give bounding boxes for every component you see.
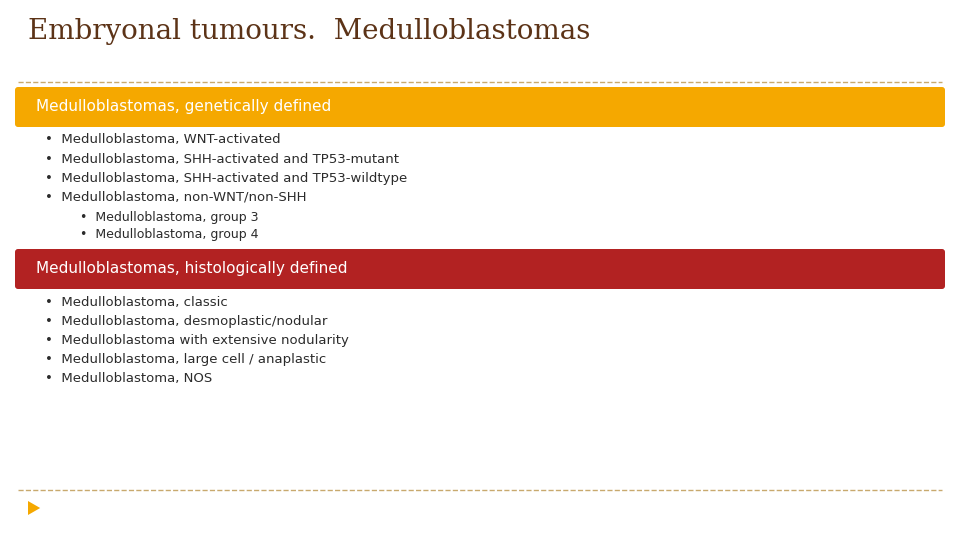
Text: Embryonal tumours.  Medulloblastomas: Embryonal tumours. Medulloblastomas	[28, 18, 590, 45]
Text: •  Medulloblastoma, SHH-activated and TP53-wildtype: • Medulloblastoma, SHH-activated and TP5…	[45, 172, 407, 185]
Text: •  Medulloblastoma, classic: • Medulloblastoma, classic	[45, 296, 228, 309]
FancyBboxPatch shape	[15, 87, 945, 127]
Text: •  Medulloblastoma with extensive nodularity: • Medulloblastoma with extensive nodular…	[45, 334, 348, 347]
Text: •  Medulloblastoma, group 3: • Medulloblastoma, group 3	[80, 211, 258, 224]
Text: •  Medulloblastoma, SHH-activated and TP53-mutant: • Medulloblastoma, SHH-activated and TP5…	[45, 153, 399, 166]
Text: •  Medulloblastoma, desmoplastic/nodular: • Medulloblastoma, desmoplastic/nodular	[45, 315, 327, 328]
FancyBboxPatch shape	[15, 249, 945, 289]
Text: •  Medulloblastoma, large cell / anaplastic: • Medulloblastoma, large cell / anaplast…	[45, 353, 326, 366]
Text: •  Medulloblastoma, group 4: • Medulloblastoma, group 4	[80, 228, 258, 241]
Text: Medulloblastomas, histologically defined: Medulloblastomas, histologically defined	[36, 261, 348, 276]
Text: •  Medulloblastoma, WNT-activated: • Medulloblastoma, WNT-activated	[45, 133, 280, 146]
Text: Medulloblastomas, genetically defined: Medulloblastomas, genetically defined	[36, 99, 331, 114]
Polygon shape	[28, 501, 40, 515]
Text: •  Medulloblastoma, NOS: • Medulloblastoma, NOS	[45, 372, 212, 385]
Text: •  Medulloblastoma, non-WNT/non-SHH: • Medulloblastoma, non-WNT/non-SHH	[45, 191, 306, 204]
